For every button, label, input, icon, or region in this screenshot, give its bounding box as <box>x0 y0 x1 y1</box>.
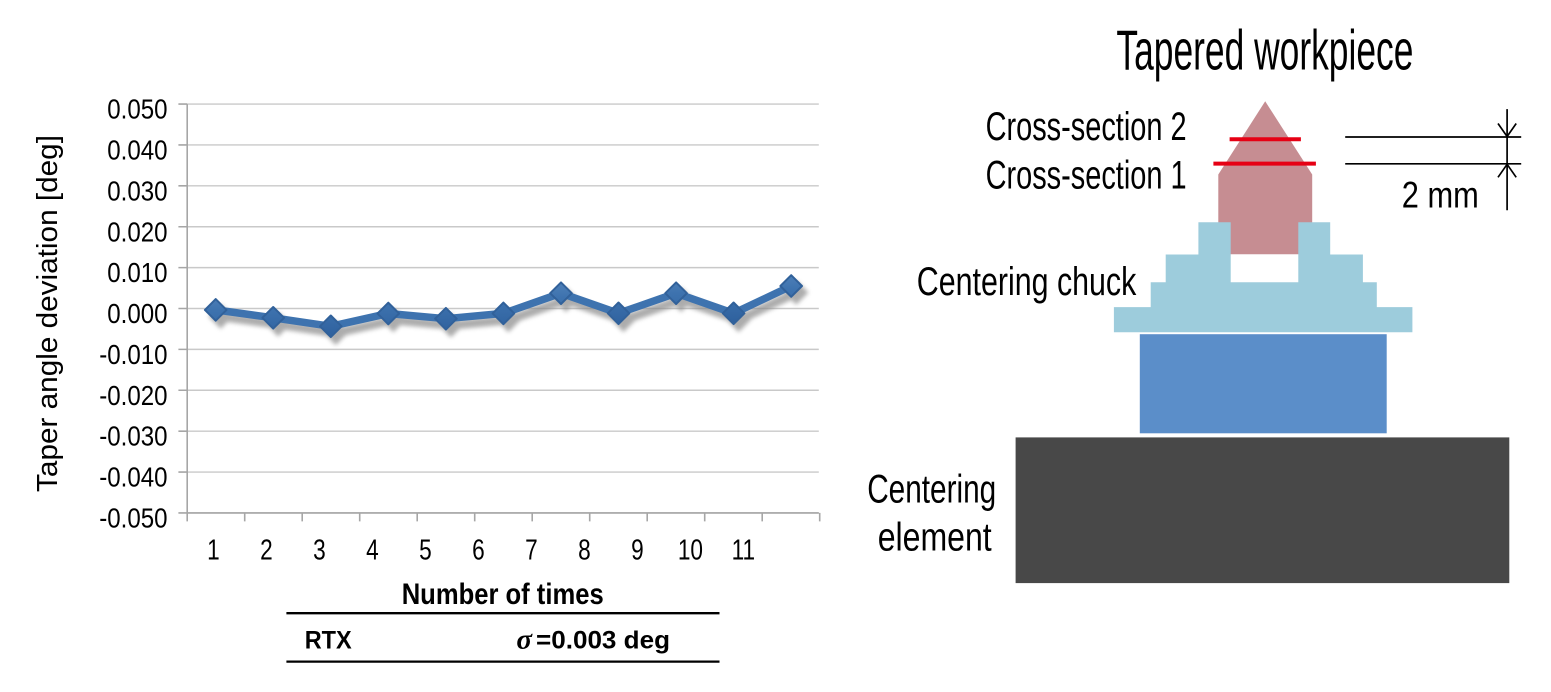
svg-text:10: 10 <box>678 533 703 566</box>
svg-text:Centering chuck: Centering chuck <box>917 260 1137 304</box>
svg-text:Taper angle deviation [deg]: Taper angle deviation [deg] <box>31 135 64 492</box>
svg-text:=0.003 deg: =0.003 deg <box>536 626 670 654</box>
svg-text:Number of times: Number of times <box>402 578 604 611</box>
svg-text:0.050: 0.050 <box>107 93 167 125</box>
svg-text:6: 6 <box>472 533 485 566</box>
svg-text:-0.040: -0.040 <box>99 461 167 493</box>
svg-text:11: 11 <box>732 533 755 566</box>
svg-text:9: 9 <box>631 533 644 566</box>
svg-text:-0.050: -0.050 <box>99 502 167 534</box>
svg-text:σ: σ <box>516 623 533 655</box>
svg-text:RTX: RTX <box>305 626 352 654</box>
svg-text:0.040: 0.040 <box>107 134 167 166</box>
svg-text:8: 8 <box>578 533 591 566</box>
svg-text:element: element <box>878 515 992 559</box>
svg-text:Tapered workpiece: Tapered workpiece <box>1116 19 1413 83</box>
svg-text:7: 7 <box>525 533 538 566</box>
svg-text:0.000: 0.000 <box>107 297 167 329</box>
svg-text:3: 3 <box>313 533 326 566</box>
svg-text:0.020: 0.020 <box>107 216 167 248</box>
svg-text:1: 1 <box>207 533 220 566</box>
svg-text:-0.030: -0.030 <box>99 420 167 452</box>
svg-text:4: 4 <box>366 533 379 566</box>
svg-text:Cross-section 1: Cross-section 1 <box>986 154 1187 198</box>
svg-text:-0.010: -0.010 <box>99 338 167 370</box>
svg-text:0.030: 0.030 <box>107 175 167 207</box>
svg-text:0.010: 0.010 <box>107 256 167 288</box>
svg-text:5: 5 <box>419 533 432 566</box>
svg-text:-0.020: -0.020 <box>99 379 167 411</box>
svg-text:2: 2 <box>260 533 273 566</box>
svg-text:2 mm: 2 mm <box>1402 174 1479 215</box>
svg-text:Cross-section 2: Cross-section 2 <box>986 105 1187 149</box>
svg-text:Centering: Centering <box>867 468 996 512</box>
